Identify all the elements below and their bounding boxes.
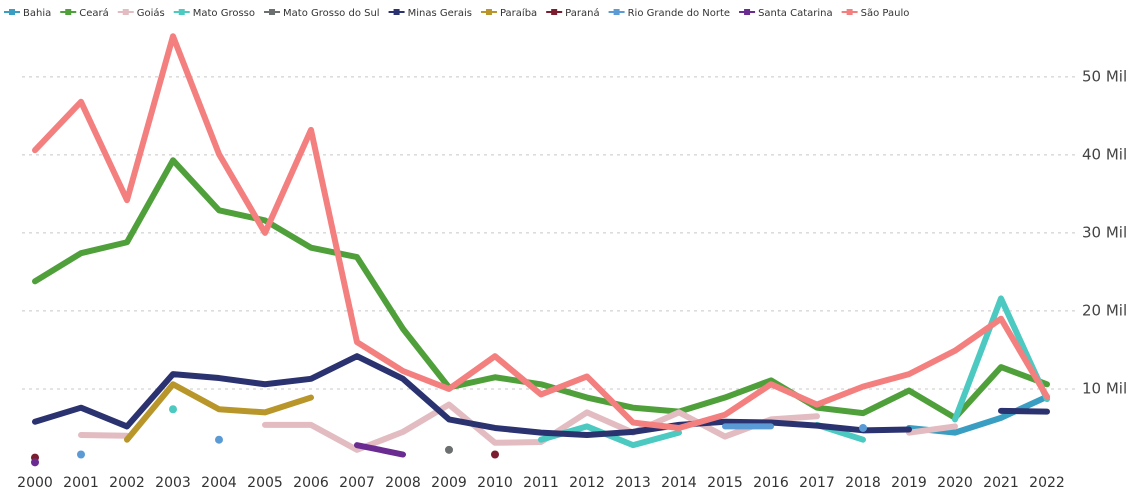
x-tick-label: 2019 — [891, 475, 927, 491]
x-tick-label: 2000 — [17, 475, 53, 491]
x-tick-label: 2016 — [753, 475, 789, 491]
data-point — [491, 450, 499, 459]
series-line — [32, 353, 912, 439]
legend-marker — [9, 9, 15, 15]
legend-marker — [122, 9, 129, 15]
legend-label: Bahia — [23, 8, 51, 19]
legend-marker — [551, 9, 558, 15]
x-tick-label: 2009 — [431, 475, 467, 491]
y-tick-label: 20 Mil — [1082, 301, 1127, 319]
x-tick-label: 2014 — [661, 475, 697, 491]
x-tick-label: 2010 — [477, 475, 513, 491]
legend-label: Goiás — [137, 7, 165, 19]
x-tick-label: 2022 — [1029, 475, 1065, 491]
legend-marker — [846, 9, 853, 15]
x-tick-label: 2011 — [523, 475, 559, 491]
x-tick-label: 2021 — [983, 475, 1019, 491]
x-tick-label: 2012 — [569, 475, 605, 491]
y-tick-label: 50 Mil — [1082, 67, 1127, 85]
x-tick-label: 2001 — [63, 475, 99, 491]
data-point — [445, 445, 453, 454]
data-point — [77, 450, 85, 459]
series-line — [78, 432, 130, 439]
series-line — [354, 442, 406, 458]
series-line — [124, 381, 314, 443]
legend-marker — [613, 9, 620, 15]
x-tick-label: 2007 — [339, 475, 375, 491]
series-line — [32, 157, 1050, 421]
legend-label: Minas Gerais — [408, 8, 472, 19]
x-tick-label: 2002 — [109, 475, 145, 491]
legend-marker — [744, 9, 751, 15]
legend-label: Mato Grosso do Sul — [283, 8, 380, 19]
legend-marker — [393, 9, 400, 15]
legend-label: Mato Grosso — [193, 8, 255, 19]
data-point — [31, 458, 39, 467]
y-tick-label: 30 Mil — [1082, 223, 1127, 241]
legend-marker — [485, 9, 492, 15]
series-line — [32, 33, 1050, 431]
x-tick-label: 2004 — [201, 475, 237, 491]
legend-marker — [65, 9, 72, 15]
x-tick-label: 2018 — [845, 475, 881, 491]
legend-label: Paraíba — [500, 7, 537, 19]
legend-label: Rio Grande do Norte — [628, 8, 730, 19]
x-tick-label: 2008 — [385, 475, 421, 491]
data-point — [169, 405, 177, 414]
x-tick-label: 2005 — [247, 475, 283, 491]
series-line — [998, 407, 1050, 415]
data-point — [859, 423, 867, 432]
x-tick-label: 2013 — [615, 475, 651, 491]
series-line — [906, 423, 958, 436]
x-tick-label: 2017 — [799, 475, 835, 491]
legend-label: Ceará — [79, 7, 109, 19]
x-tick-label: 2015 — [707, 475, 743, 491]
x-tick-label: 2020 — [937, 475, 973, 491]
x-tick-label: 2003 — [155, 475, 191, 491]
y-tick-label: 10 Mil — [1082, 379, 1127, 397]
legend-marker — [269, 9, 276, 15]
x-tick-label: 2006 — [293, 475, 329, 491]
legend-label: Santa Catarina — [758, 8, 833, 19]
legend-label: São Paulo — [861, 8, 910, 19]
y-tick-label: 40 Mil — [1082, 145, 1127, 163]
data-point — [215, 435, 223, 444]
legend-marker — [178, 9, 185, 15]
legend-label: Paraná — [565, 7, 599, 19]
